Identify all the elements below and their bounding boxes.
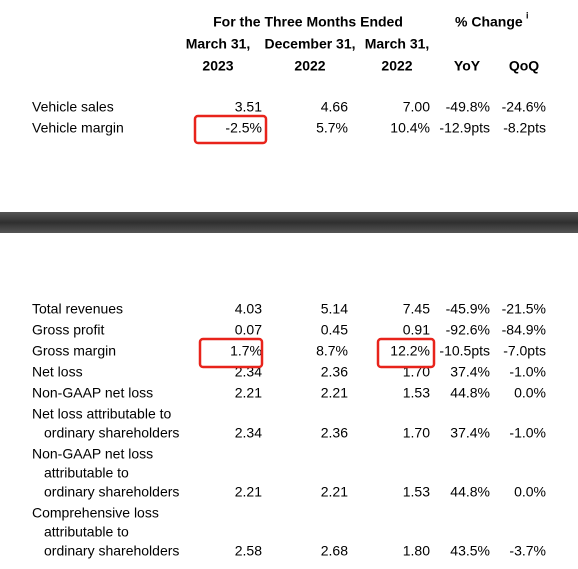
cell-value: 44.8% [450, 385, 490, 401]
cell-value: 2.58 [235, 543, 262, 559]
cell-value: 1.80 [403, 543, 430, 559]
divider-band [0, 212, 578, 233]
cell-value: 44.8% [450, 484, 490, 500]
column-date: March 31, [365, 36, 430, 52]
column-year: 2022 [381, 58, 412, 74]
column-date: March 31, [186, 36, 251, 52]
change-note: i [526, 10, 529, 20]
cell-value: 0.45 [321, 322, 348, 338]
cell-value: 4.66 [321, 99, 348, 115]
cell-value: 37.4% [450, 425, 490, 441]
row-label: ordinary shareholders [44, 484, 179, 500]
cell-value: 2.21 [321, 484, 348, 500]
row-label: Gross profit [32, 322, 104, 338]
cell-value: 1.70 [403, 425, 430, 441]
highlight-box [193, 114, 268, 145]
cell-value: 0.07 [235, 322, 262, 338]
cell-value: -49.8% [446, 99, 490, 115]
cell-value: 2.36 [321, 364, 348, 380]
cell-value: -84.9% [502, 322, 546, 338]
cell-value: -7.0pts [503, 343, 546, 359]
cell-value: 3.51 [235, 99, 262, 115]
row-label: Non-GAAP net loss [32, 385, 153, 401]
cell-value: 2.68 [321, 543, 348, 559]
highlight-box [198, 337, 264, 369]
change-title: % Change [455, 14, 523, 30]
cell-value: -10.5pts [439, 343, 490, 359]
change-column: YoY [454, 58, 481, 74]
cell-value: -8.2pts [503, 120, 546, 136]
row-label: Gross margin [32, 343, 116, 359]
cell-value: -12.9pts [439, 120, 490, 136]
cell-value: 2.21 [321, 385, 348, 401]
highlight-box [376, 337, 436, 369]
cell-value: 10.4% [390, 120, 430, 136]
cell-value: 1.7% [230, 343, 262, 359]
cell-value: 43.5% [450, 543, 490, 559]
cell-value: -1.0% [509, 364, 546, 380]
row-label: ordinary shareholders [44, 543, 179, 559]
row-label: ordinary shareholders [44, 425, 179, 441]
row-label: attributable to [44, 465, 129, 481]
cell-value: 2.21 [235, 484, 262, 500]
cell-value: 37.4% [450, 364, 490, 380]
cell-value: -24.6% [502, 99, 546, 115]
column-date: December 31, [264, 36, 355, 52]
row-label: Net loss [32, 364, 83, 380]
row-label: Comprehensive loss [32, 505, 159, 521]
row-label: Vehicle sales [32, 99, 114, 115]
cell-value: 1.53 [403, 385, 430, 401]
cell-value: 7.00 [403, 99, 430, 115]
row-label: Vehicle margin [32, 120, 124, 136]
row-label: attributable to [44, 524, 129, 540]
header-title: For the Three Months Ended [213, 14, 403, 30]
cell-value: -45.9% [446, 301, 490, 317]
cell-value: -92.6% [446, 322, 490, 338]
cell-value: -21.5% [502, 301, 546, 317]
cell-value: 0.0% [514, 484, 546, 500]
cell-value: -2.5% [225, 120, 262, 136]
cell-value: 12.2% [390, 343, 430, 359]
cell-value: 5.7% [316, 120, 348, 136]
column-year: 2023 [202, 58, 233, 74]
column-year: 2022 [294, 58, 325, 74]
cell-value: -3.7% [509, 543, 546, 559]
row-label: Non-GAAP net loss [32, 446, 153, 462]
cell-value: 5.14 [321, 301, 348, 317]
cell-value: 8.7% [316, 343, 348, 359]
cell-value: -1.0% [509, 425, 546, 441]
row-label: Net loss attributable to [32, 406, 172, 422]
cell-value: 7.45 [403, 301, 430, 317]
cell-value: 2.34 [235, 425, 262, 441]
cell-value: 0.0% [514, 385, 546, 401]
cell-value: 2.36 [321, 425, 348, 441]
cell-value: 1.53 [403, 484, 430, 500]
row-label: Total revenues [32, 301, 123, 317]
cell-value: 0.91 [403, 322, 430, 338]
cell-value: 2.21 [235, 385, 262, 401]
cell-value: 4.03 [235, 301, 262, 317]
change-column: QoQ [509, 58, 539, 74]
